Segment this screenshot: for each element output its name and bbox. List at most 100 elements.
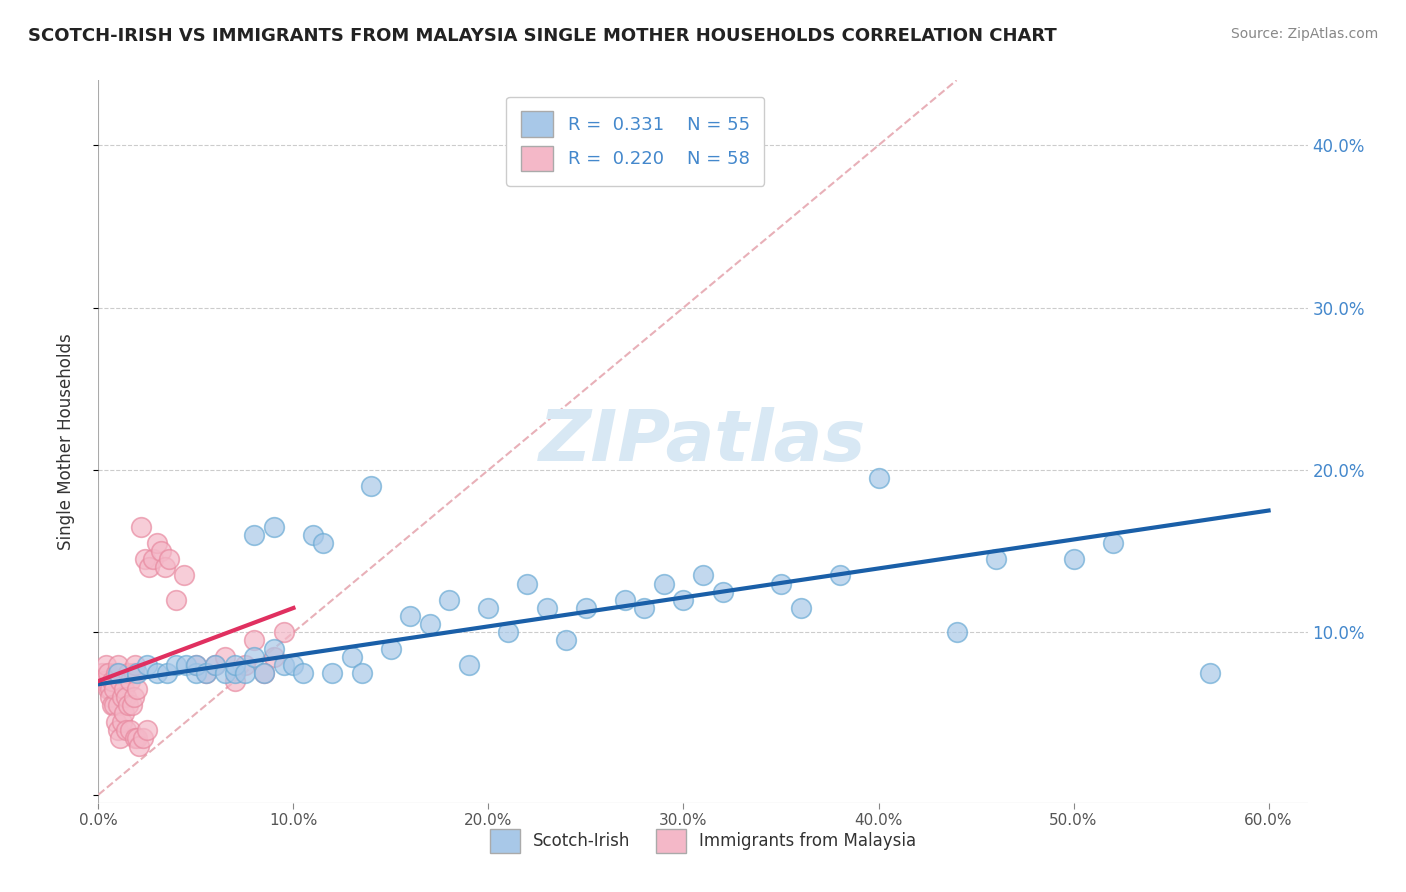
Point: [194, 665, 217, 680]
Point: [672, 592, 695, 607]
Point: [104, 665, 127, 680]
Point: [1063, 552, 1085, 566]
Point: [214, 665, 236, 680]
Point: [114, 723, 136, 737]
Point: [253, 665, 276, 680]
Point: [711, 584, 734, 599]
Point: [399, 609, 422, 624]
Point: [111, 690, 134, 705]
Point: [165, 657, 187, 672]
Point: [340, 649, 363, 664]
Point: [146, 665, 169, 680]
Point: [828, 568, 851, 582]
Point: [243, 649, 266, 664]
Point: [124, 657, 146, 672]
Point: [153, 560, 176, 574]
Point: [101, 673, 124, 688]
Point: [555, 633, 578, 648]
Point: [134, 552, 156, 566]
Point: [204, 657, 226, 672]
Point: [439, 592, 461, 607]
Point: [273, 625, 295, 640]
Point: [263, 641, 285, 656]
Point: [104, 714, 127, 729]
Point: [194, 665, 217, 680]
Point: [142, 552, 165, 566]
Point: [224, 657, 246, 672]
Point: [107, 723, 129, 737]
Point: [243, 528, 266, 542]
Point: [138, 560, 160, 574]
Point: [868, 471, 890, 485]
Point: [101, 698, 124, 713]
Point: [321, 665, 343, 680]
Point: [652, 576, 675, 591]
Point: [173, 568, 195, 582]
Point: [419, 617, 441, 632]
Point: [127, 665, 149, 680]
Point: [103, 698, 125, 713]
Legend: Scotch-Irish, Immigrants from Malaysia: Scotch-Irish, Immigrants from Malaysia: [484, 822, 922, 860]
Point: [118, 673, 141, 688]
Point: [117, 665, 139, 680]
Point: [253, 665, 276, 680]
Text: Source: ZipAtlas.com: Source: ZipAtlas.com: [1230, 27, 1378, 41]
Point: [575, 601, 598, 615]
Point: [312, 536, 335, 550]
Point: [156, 665, 179, 680]
Point: [114, 690, 136, 705]
Point: [121, 698, 143, 713]
Point: [111, 714, 134, 729]
Point: [1199, 665, 1222, 680]
Point: [96, 657, 118, 672]
Point: [204, 657, 226, 672]
Point: [233, 657, 256, 672]
Point: [122, 690, 145, 705]
Point: [633, 601, 655, 615]
Point: [184, 665, 207, 680]
Point: [224, 665, 246, 680]
Point: [302, 528, 325, 542]
Y-axis label: Single Mother Households: Single Mother Households: [56, 334, 75, 549]
Point: [184, 657, 207, 672]
Point: [516, 576, 538, 591]
Point: [283, 657, 305, 672]
Point: [292, 665, 315, 680]
Point: [136, 723, 159, 737]
Point: [127, 731, 149, 745]
Point: [350, 665, 373, 680]
Point: [360, 479, 382, 493]
Point: [945, 625, 967, 640]
Point: [98, 682, 121, 697]
Point: [98, 690, 121, 705]
Text: ZIPatlas: ZIPatlas: [540, 407, 866, 476]
Point: [107, 665, 129, 680]
Point: [91, 665, 114, 680]
Point: [789, 601, 811, 615]
Point: [97, 665, 120, 680]
Point: [107, 698, 129, 713]
Point: [118, 723, 141, 737]
Point: [458, 657, 481, 672]
Point: [769, 576, 792, 591]
Text: SCOTCH-IRISH VS IMMIGRANTS FROM MALAYSIA SINGLE MOTHER HOUSEHOLDS CORRELATION CH: SCOTCH-IRISH VS IMMIGRANTS FROM MALAYSIA…: [28, 27, 1057, 45]
Point: [536, 601, 558, 615]
Point: [108, 673, 131, 688]
Point: [614, 592, 637, 607]
Point: [93, 673, 115, 688]
Point: [263, 649, 285, 664]
Point: [263, 520, 285, 534]
Point: [692, 568, 714, 582]
Point: [97, 682, 120, 697]
Point: [107, 657, 129, 672]
Point: [112, 706, 135, 721]
Point: [131, 520, 153, 534]
Point: [273, 657, 295, 672]
Point: [984, 552, 1007, 566]
Point: [157, 552, 180, 566]
Point: [214, 649, 236, 664]
Point: [165, 592, 187, 607]
Point: [149, 544, 172, 558]
Point: [380, 641, 402, 656]
Point: [174, 657, 197, 672]
